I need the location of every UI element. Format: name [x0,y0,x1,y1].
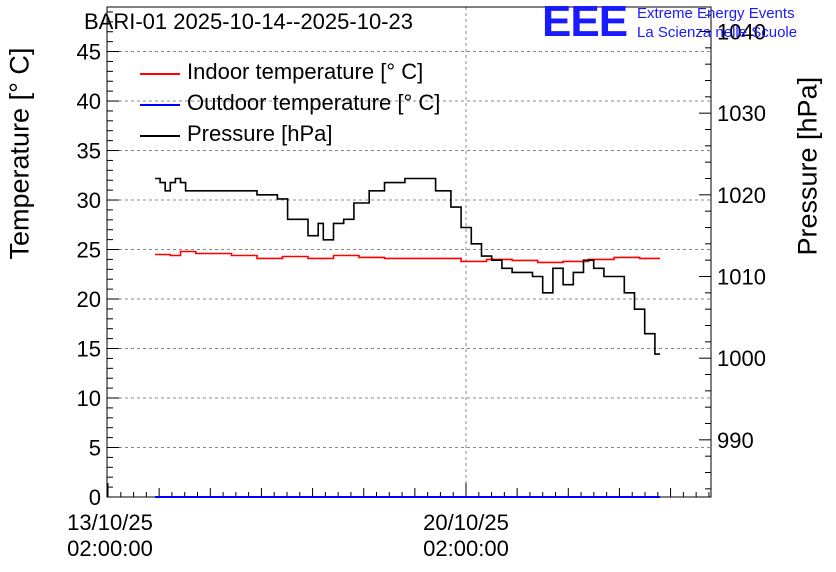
y-tick-label: 5 [89,436,101,461]
y-tick-label: 30 [77,188,101,213]
y-tick-label: 0 [89,485,101,510]
x-tick-label-2: 20/10/25 02:00:00 [406,510,526,562]
y2-axis-label: Pressure [hPa] [792,76,823,256]
x-tick-time-1: 02:00:00 [67,536,153,561]
x-tick-time-2: 02:00:00 [423,536,509,561]
x-tick-label-1: 13/10/25 02:00:00 [50,510,170,562]
y-tick-label: 20 [77,287,101,312]
legend-label-pressure: Pressure [hPa] [187,121,333,146]
series-lines [155,177,660,498]
logo-text-1: Extreme Energy Events [637,5,795,22]
y2-tick-label: 1000 [717,346,766,371]
grid [107,7,711,497]
legend-swatch-pressure [140,135,180,137]
y-tick-label: 45 [77,40,101,65]
y-axis-label: Temperature [° C] [4,47,35,260]
y2-tick-label: 990 [717,428,754,453]
y-tick-label: 35 [77,139,101,164]
y2-tick-label: 1010 [717,265,766,290]
y-tick-label: 15 [77,337,101,362]
tick-labels: 0 5 10 15 20 25 30 35 40 45 990 1000 1010 1020 1030 104… [77,20,766,511]
legend-swatch-outdoor [140,104,180,106]
x-tick-date-1: 13/10/25 [67,510,153,535]
x-tick-date-2: 20/10/25 [423,510,509,535]
logo-text-2: La Scienza nelle Scuole [637,24,798,41]
series-line-1 [155,250,660,264]
legend-label-indoor: Indoor temperature [° C] [187,59,424,84]
y2-tick-label: 1020 [717,183,766,208]
eee-logo: EEE [542,0,628,46]
y-tick-label: 25 [77,238,101,263]
chart-title: BARI-01 2025-10-14--2025-10-23 [84,9,413,34]
series-line-3 [155,177,660,355]
y2-tick-label: 1030 [717,101,766,126]
legend-label-outdoor: Outdoor temperature [° C] [187,90,441,115]
legend-swatch-indoor [140,73,180,75]
y-tick-label: 10 [77,386,101,411]
y2-tick-label: 1040 [717,20,766,45]
y-tick-label: 40 [77,89,101,114]
